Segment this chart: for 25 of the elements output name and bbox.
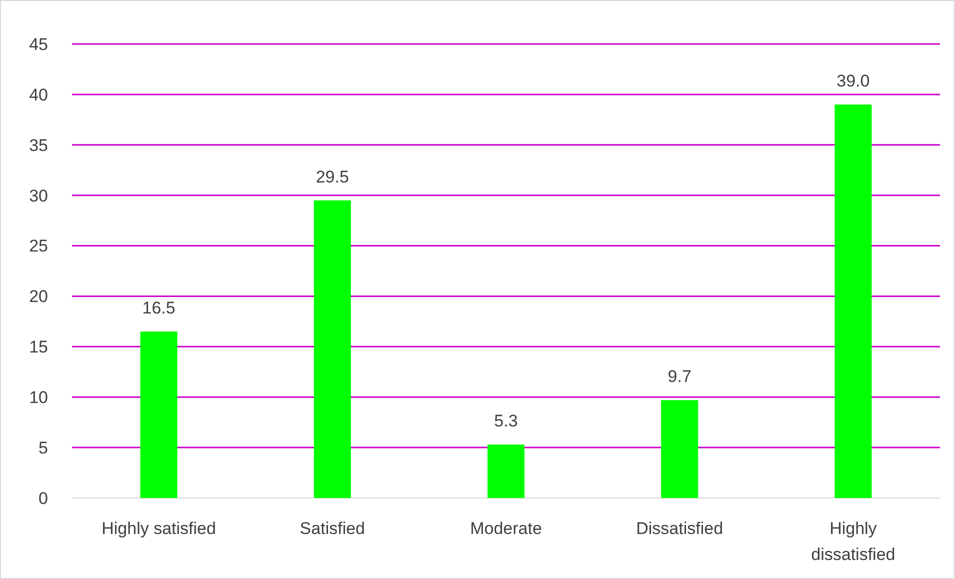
x-tick-label: Dissatisfied	[636, 519, 724, 538]
y-tick-label: 30	[29, 186, 48, 206]
data-label: 16.5	[142, 298, 176, 318]
x-tick-label: Highly dissatisfied	[811, 519, 896, 564]
bar	[140, 332, 178, 498]
y-tick-label: 5	[38, 438, 48, 458]
bar	[488, 444, 524, 498]
data-label: 9.7	[668, 367, 692, 386]
bar	[834, 104, 872, 498]
y-tick-label: 0	[38, 488, 48, 508]
x-tick-label: Satisfied	[300, 519, 365, 538]
y-tick-label: 25	[29, 236, 48, 256]
x-tick-label: Highly satisfied	[102, 519, 216, 538]
data-label: 5.3	[494, 412, 518, 431]
bar	[661, 400, 698, 498]
y-tick-label: 45	[29, 34, 48, 54]
y-tick-label: 10	[29, 388, 48, 408]
data-label: 29.5	[316, 167, 349, 186]
y-tick-label: 15	[29, 338, 48, 357]
bar	[314, 200, 351, 498]
y-tick-label: 40	[29, 85, 48, 104]
x-tick-label: Moderate	[470, 519, 542, 538]
y-tick-label: 20	[29, 287, 48, 306]
data-label: 39.0	[836, 72, 870, 91]
y-tick-label: 35	[29, 136, 48, 155]
